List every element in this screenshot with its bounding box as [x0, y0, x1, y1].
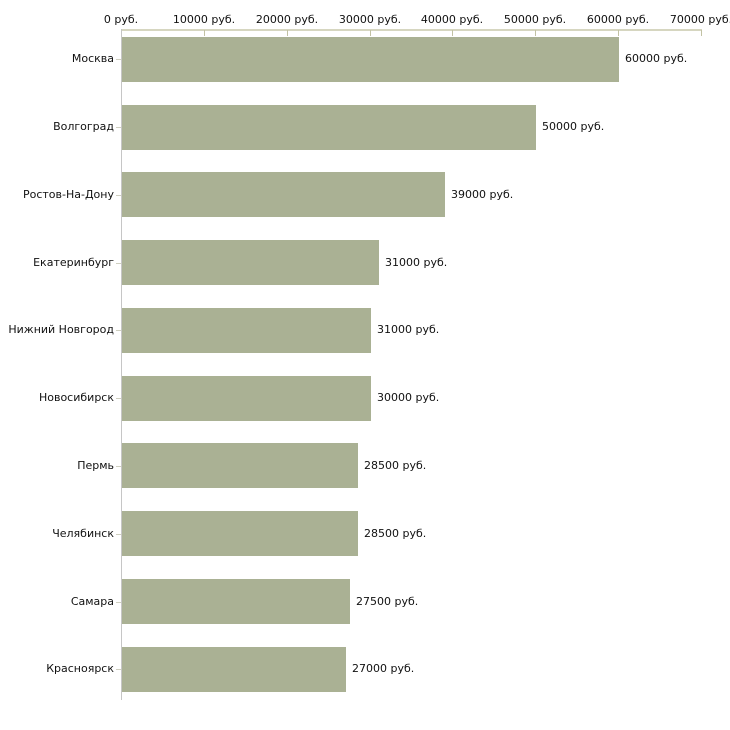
y-axis-line [121, 29, 122, 700]
bar-value-label: 50000 руб. [542, 120, 605, 133]
bar [122, 511, 358, 556]
y-axis-tick [116, 330, 121, 331]
bar-value-label: 31000 руб. [385, 256, 448, 269]
x-axis-tick-label: 70000 руб. [669, 13, 730, 26]
bar [122, 37, 619, 82]
x-axis-tick-label: 0 руб. [103, 13, 139, 26]
x-axis-tick-label: 30000 руб. [338, 13, 402, 26]
y-axis-tick [116, 263, 121, 264]
y-axis-tick [116, 398, 121, 399]
y-axis-tick [116, 466, 121, 467]
bar [122, 443, 358, 488]
bar-category-label: Самара [70, 595, 114, 608]
bar-value-label: 27000 руб. [352, 662, 415, 675]
bar-value-label: 28500 руб. [364, 527, 427, 540]
bar-value-label: 27500 руб. [356, 595, 419, 608]
bar-category-label: Челябинск [52, 527, 114, 540]
x-axis-tick-label: 10000 руб. [172, 13, 236, 26]
y-axis-tick [116, 669, 121, 670]
y-axis-tick [116, 195, 121, 196]
bar-value-label: 60000 руб. [625, 52, 688, 65]
y-axis-tick [116, 59, 121, 60]
bar-value-label: 28500 руб. [364, 459, 427, 472]
x-axis-tick-label: 40000 руб. [420, 13, 484, 26]
bar-category-label: Москва [71, 52, 114, 65]
bar-category-label: Волгоград [53, 120, 114, 133]
y-axis-tick [116, 534, 121, 535]
bar-category-label: Новосибирск [38, 391, 114, 404]
x-axis-tick [618, 30, 619, 36]
y-axis-tick [116, 127, 121, 128]
bar [122, 172, 445, 217]
x-axis-line [121, 29, 702, 31]
bar-value-label: 30000 руб. [377, 391, 440, 404]
x-axis-tick-label: 20000 руб. [255, 13, 319, 26]
x-axis-tick [370, 30, 371, 36]
bar-category-label: Пермь [77, 459, 114, 472]
bar [122, 579, 350, 624]
bar-category-label: Екатеринбург [33, 256, 114, 269]
bar [122, 105, 536, 150]
bar [122, 376, 371, 421]
bar [122, 240, 379, 285]
x-axis-tick [452, 30, 453, 36]
bar-category-label: Нижний Новгород [8, 323, 114, 336]
bar-category-label: Ростов-На-Дону [22, 188, 114, 201]
bar [122, 647, 346, 692]
x-axis-tick [535, 30, 536, 36]
bar-value-label: 31000 руб. [377, 323, 440, 336]
bar [122, 308, 371, 353]
bar-category-label: Красноярск [46, 662, 114, 675]
x-axis-tick-label: 50000 руб. [503, 13, 567, 26]
x-axis-tick-label: 60000 руб. [586, 13, 650, 26]
y-axis-tick [116, 602, 121, 603]
bar-value-label: 39000 руб. [451, 188, 514, 201]
x-axis-tick [701, 30, 702, 36]
x-axis-tick [204, 30, 205, 36]
x-axis-tick [287, 30, 288, 36]
